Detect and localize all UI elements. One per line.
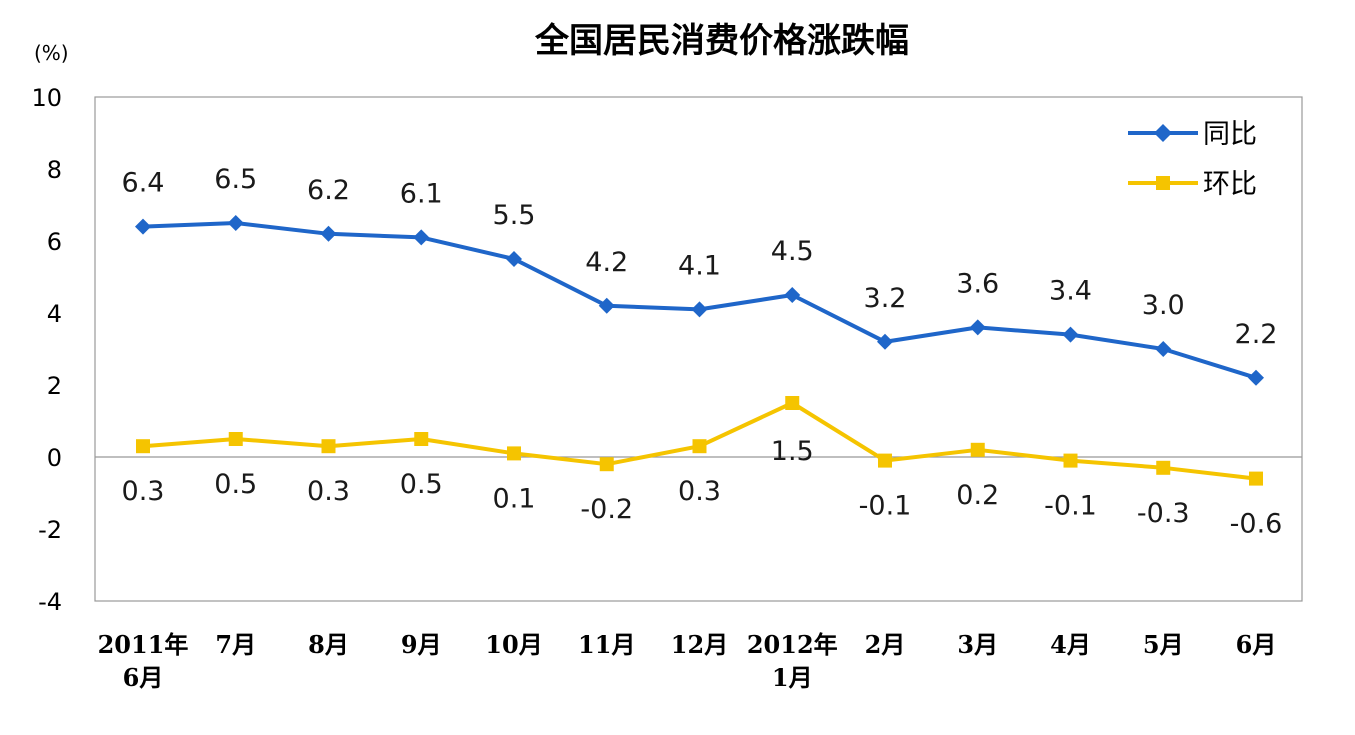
- data-point-square: [228, 432, 243, 446]
- data-point-square: [970, 442, 985, 457]
- data-label: 0.3: [678, 476, 721, 507]
- y-tick-label: 10: [31, 84, 62, 112]
- data-label: 4.2: [585, 247, 628, 278]
- data-point-diamond: [413, 229, 430, 246]
- data-point-square: [1156, 460, 1171, 475]
- data-point-square: [599, 457, 614, 472]
- data-point-square: [414, 432, 429, 446]
- data-point-square: [1249, 471, 1263, 486]
- data-point-square: [507, 446, 521, 461]
- data-point-diamond: [598, 297, 615, 314]
- y-tick-label: 2: [47, 372, 62, 400]
- data-point-diamond: [1248, 369, 1264, 386]
- data-point-square: [136, 439, 150, 454]
- data-label: 2.2: [1235, 319, 1278, 350]
- data-label: 6.1: [400, 178, 443, 209]
- x-tick-label: 8月: [308, 630, 349, 659]
- legend-label: 同比: [1203, 119, 1257, 150]
- x-tick-label: 9月: [401, 630, 442, 659]
- data-label: 4.5: [771, 236, 814, 267]
- data-point-square: [785, 396, 800, 410]
- legend-label: 环比: [1203, 169, 1257, 200]
- y-tick-label: -2: [38, 516, 62, 544]
- data-label: 6.5: [214, 164, 257, 195]
- data-label: 4.1: [678, 250, 721, 281]
- data-point-diamond: [1155, 341, 1172, 357]
- y-tick-label: 0: [47, 444, 62, 472]
- data-label: 0.3: [122, 476, 165, 507]
- series-同比: 6.4 6.5 6.2 6.1 5.5 4.2 4.1 4.5 3.2 3.6 3.4 3.0 2.2: [122, 164, 1278, 386]
- data-point-diamond: [506, 251, 522, 267]
- legend-item: 环比: [1128, 169, 1257, 200]
- x-tick-label: 7月: [215, 630, 256, 659]
- legend-marker-diamond: [1154, 124, 1172, 142]
- data-label: 1.5: [771, 436, 814, 467]
- data-label: 6.4: [122, 168, 165, 199]
- legend-item: 同比: [1128, 119, 1257, 150]
- data-point-diamond: [784, 287, 801, 303]
- series-layer: 6.4 6.5 6.2 6.1 5.5 4.2 4.1 4.5 3.2 3.6 3.4 3.0 2.2 0…: [95, 164, 1302, 540]
- data-point-diamond: [320, 225, 337, 242]
- data-label: -0.6: [1230, 509, 1283, 540]
- data-label: 3.6: [956, 268, 999, 299]
- data-point-diamond: [135, 218, 151, 235]
- data-label: 0.3: [307, 476, 350, 507]
- chart-title: 全国居民消费价格涨跌幅: [534, 21, 909, 61]
- y-axis: -4 -2 0 2 4 6 8 10: [31, 84, 62, 616]
- data-label: 0.5: [400, 469, 443, 500]
- data-label: -0.1: [1044, 491, 1097, 522]
- x-tick-label: 11月: [578, 630, 635, 659]
- x-tick-label: 3月: [957, 630, 998, 659]
- data-label: 3.4: [1049, 276, 1092, 307]
- legend-marker-square: [1156, 176, 1170, 190]
- data-point-square: [1063, 453, 1078, 468]
- data-label: 3.2: [864, 283, 907, 314]
- x-tick-label: 2012年 1月: [747, 630, 838, 692]
- plot-area: [94, 96, 1303, 602]
- y-tick-label: 8: [47, 156, 62, 184]
- y-tick-label: 4: [47, 300, 62, 328]
- data-point-diamond: [969, 319, 986, 336]
- data-point-diamond: [227, 215, 244, 231]
- data-label: -0.1: [859, 491, 912, 522]
- series-环比: 0.3 0.5 0.3 0.5 0.1 -0.2 0.3 1.5 -0.1 0.2 -0.1 -0.3…: [122, 396, 1283, 540]
- data-label: 5.5: [493, 200, 536, 231]
- x-tick-label: 5月: [1143, 630, 1184, 659]
- x-tick-label: 12月: [671, 630, 728, 659]
- y-tick-label: 6: [47, 228, 62, 256]
- data-point-diamond: [691, 301, 708, 318]
- data-label: 0.2: [956, 480, 999, 511]
- x-axis: 2011年 6月 7月 8月 9月 10月 11月 12月 2012年 1月 2月 3月 4月 5月 6月: [98, 630, 1277, 692]
- data-label: 6.2: [307, 175, 350, 206]
- x-tick-label: 2011年 6月: [98, 630, 189, 692]
- data-point-square: [878, 453, 892, 468]
- data-label: -0.2: [580, 494, 633, 525]
- data-label: 0.5: [214, 469, 257, 500]
- x-tick-label: 6月: [1236, 630, 1277, 659]
- x-tick-label: 10月: [485, 630, 542, 659]
- data-point-diamond: [877, 333, 893, 350]
- data-point-square: [692, 439, 707, 454]
- data-label: 0.1: [493, 483, 536, 514]
- data-point-square: [321, 439, 336, 454]
- x-tick-label: 2月: [865, 630, 906, 659]
- y-tick-label: -4: [38, 588, 62, 616]
- y-unit-label: (%): [34, 41, 69, 65]
- data-label: 3.0: [1142, 290, 1185, 321]
- data-point-diamond: [1062, 326, 1079, 343]
- data-label: -0.3: [1137, 498, 1190, 529]
- x-tick-label: 4月: [1050, 630, 1091, 659]
